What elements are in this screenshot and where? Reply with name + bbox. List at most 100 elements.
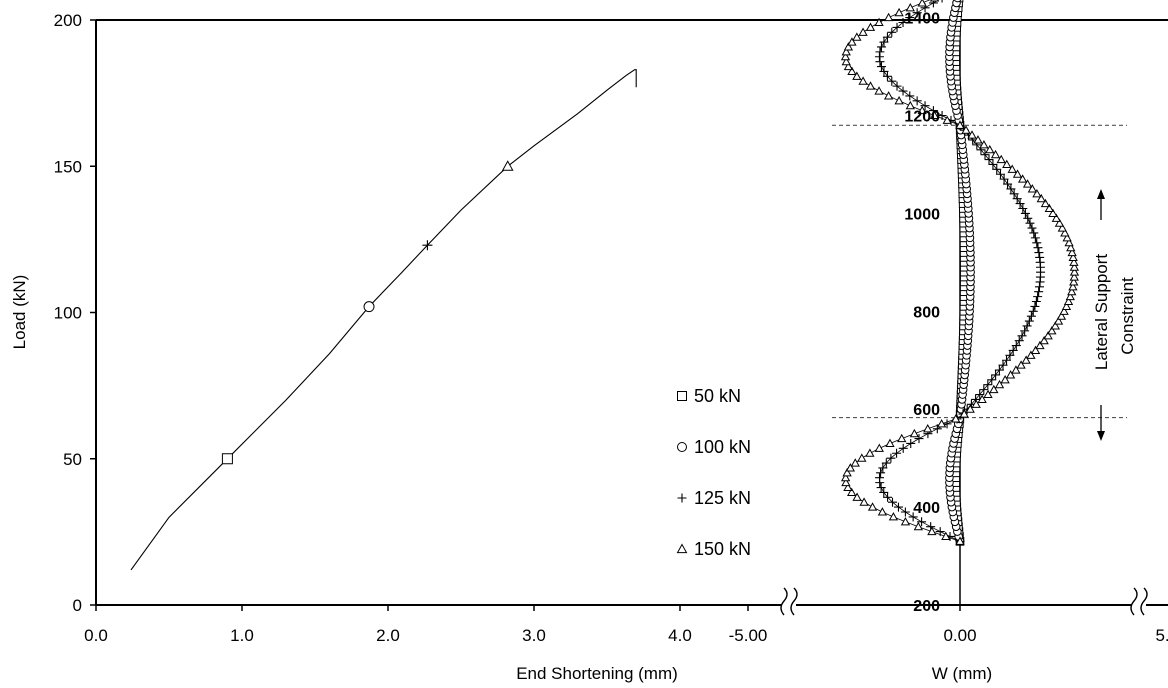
profile-point (894, 7, 904, 17)
profile-point (1003, 179, 1013, 189)
profile-point (1065, 291, 1075, 301)
profile-point (1017, 331, 1027, 341)
profile-point (1026, 350, 1036, 359)
profile-point (928, 0, 938, 8)
profile-point (905, 91, 915, 101)
profile-point (1067, 286, 1077, 296)
profile-point (1069, 262, 1080, 271)
profile-point (900, 516, 911, 526)
profile-point (905, 13, 915, 23)
profile-point (1026, 311, 1036, 321)
profile-point (1029, 228, 1039, 238)
profile-point (941, 0, 943, 3)
profile-point (1040, 198, 1051, 208)
profile-point (1068, 252, 1078, 261)
profile-point (999, 174, 1009, 184)
profile-point (906, 438, 916, 448)
profile-point (847, 66, 857, 75)
profile-point (852, 32, 862, 41)
profile-point (1069, 272, 1079, 281)
profile-point (953, 0, 962, 3)
profile-point (980, 150, 990, 160)
annotation-arrowhead-down (1097, 431, 1105, 441)
x-tick-label: 4.0 (668, 626, 692, 645)
profile-point (885, 438, 895, 448)
legend-label: 50 kN (694, 386, 741, 406)
profile-point (1023, 213, 1033, 223)
profile-point (1034, 282, 1044, 292)
lateral-support-lines (832, 124, 1127, 419)
y-tick-label: 50 (63, 450, 82, 469)
profile-point (1005, 350, 1015, 360)
profile-point (887, 27, 897, 37)
profile-point (840, 51, 851, 61)
profile-point (908, 512, 918, 522)
profile-point (989, 384, 999, 394)
profile-point (994, 379, 1005, 389)
profile-point (858, 27, 868, 36)
profile-point (841, 47, 851, 56)
profile-point (996, 154, 1006, 164)
w-tick-label: 5.00 (1155, 626, 1168, 645)
profile-point (991, 370, 1001, 380)
profile-point (977, 394, 987, 403)
profile-point (1039, 335, 1049, 345)
profile-point (882, 71, 892, 81)
profile-point (951, 414, 961, 423)
x-tick-label: 2.0 (376, 626, 400, 645)
profile-point (898, 86, 908, 96)
profile-point (1054, 218, 1065, 227)
profile-point (929, 0, 940, 2)
profile-point (965, 404, 975, 413)
curve-marker-triangle (501, 160, 514, 171)
profile-point (1044, 203, 1054, 213)
profile-point (876, 42, 886, 52)
profile-point (847, 37, 857, 46)
profile-point (879, 66, 889, 76)
curve-marker-circle (363, 301, 375, 313)
profile-point (913, 521, 923, 531)
profile-point (1014, 336, 1024, 346)
profile-point (1032, 238, 1042, 248)
profile-point (1011, 365, 1021, 374)
profile-point (883, 12, 894, 22)
profile-point (994, 365, 1004, 375)
profile-point (975, 390, 985, 400)
profile-point (883, 492, 893, 502)
profile-point (1002, 159, 1012, 168)
profile-point (1035, 252, 1045, 262)
profile-point (1034, 248, 1044, 258)
legend-marker-circle (677, 442, 687, 452)
profile-point (1051, 213, 1061, 222)
profile-point (995, 169, 1005, 179)
annotation-line2: Constraint (1118, 277, 1137, 355)
profile-point (1043, 330, 1053, 340)
axes (95, 19, 1168, 606)
profile-point (973, 135, 983, 144)
y-tick-label: 150 (54, 157, 82, 176)
profile-point (857, 453, 867, 462)
profile-point (852, 492, 862, 501)
height-label: 400 (913, 500, 940, 517)
profile-point (1012, 169, 1023, 178)
profile-point (1053, 316, 1064, 325)
profile-point (1020, 208, 1030, 218)
profile-point (843, 61, 854, 71)
profile-point (988, 159, 998, 169)
profile-point (876, 62, 886, 72)
profile-point (881, 458, 891, 468)
legend-marker-plus (677, 493, 687, 503)
profile-point (1030, 301, 1040, 311)
profile-point (985, 144, 995, 154)
profile-point (865, 448, 875, 457)
profile-point (888, 512, 899, 521)
profile-point (875, 47, 885, 57)
profile-point (1063, 296, 1074, 306)
profile-point (1057, 223, 1067, 232)
lateral-support-annotation: Lateral Support Constraint (1092, 189, 1137, 441)
profile-point (879, 37, 889, 47)
profile-point (984, 155, 994, 165)
profile-point (892, 81, 902, 91)
profile-point (892, 22, 902, 32)
load-shortening-plot (130, 69, 637, 571)
